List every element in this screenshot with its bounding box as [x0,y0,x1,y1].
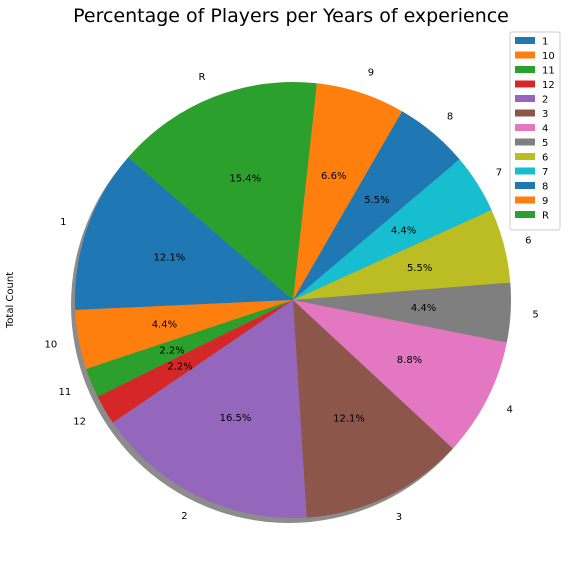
pie-slice-7 [293,159,492,300]
pie-slice-11 [86,300,294,397]
legend-swatch-8 [515,182,535,189]
legend-swatch-3 [515,109,535,117]
legend-label-R: R [542,211,549,222]
legend-label-4: 4 [542,124,548,135]
legend-swatch-11 [515,66,535,73]
pie-slice-3 [293,300,453,518]
slice-label-12: 12 [73,417,86,428]
pie-category-labels: 1 10 11 12 2 3 4 5 6 7 8 9 R [45,68,539,524]
pct-label-2: 16.5% [220,413,252,424]
pct-label-6: 5.5% [407,263,432,274]
pie-slice-2 [112,300,307,518]
legend-label-9: 9 [542,196,548,207]
slice-label-9: 9 [368,68,374,79]
legend-label-6: 6 [542,153,548,164]
pie-percent-labels: 12.1% 4.4% 2.2% 2.2% 16.5% 12.1% 8.8% 4.4% 5.5% 4… [152,171,437,424]
slice-label-3: 3 [396,512,402,523]
legend-swatch-7 [515,167,535,175]
pie-slice-4 [293,300,507,449]
pct-label-3: 12.1% [333,414,365,425]
legend-label-3: 3 [542,109,548,120]
pie-slice-12 [97,300,293,423]
slice-label-4: 4 [507,405,513,416]
legend-swatch-10 [515,51,535,59]
pie-slices [75,82,511,518]
pct-label-10: 4.4% [152,319,177,330]
slice-label-5: 5 [532,309,538,320]
legend-label-2: 2 [542,95,548,106]
legend-label-5: 5 [542,138,548,149]
legend-label-7: 7 [542,167,548,178]
pct-label-1: 12.1% [154,253,186,264]
pct-label-11: 2.2% [159,345,184,356]
legend-label-12: 12 [542,80,555,91]
legend-label-11: 11 [542,66,555,77]
legend-swatch-5 [515,138,535,146]
pct-label-12: 2.2% [167,362,192,373]
pie-slice-6 [293,210,511,300]
pie-slice-R [128,82,317,300]
slice-label-R: R [199,72,206,83]
slice-label-2: 2 [181,511,187,522]
chart-title: Percentage of Players per Years of exper… [73,5,509,27]
legend-label-1: 1 [542,37,548,48]
pct-label-9: 6.6% [321,171,346,182]
pie-slice-10 [75,300,294,369]
slice-label-8: 8 [447,112,453,123]
pct-label-R: 15.4% [229,174,261,185]
legend-label-10: 10 [542,51,555,62]
pct-label-7: 4.4% [391,226,416,237]
pct-label-4: 8.8% [397,355,422,366]
legend-swatch-6 [515,153,535,160]
pct-label-8: 5.5% [364,195,389,206]
y-axis-label: Total Count [5,272,16,329]
pie-slice-9 [293,83,403,301]
slice-label-1: 1 [60,217,66,228]
legend-swatch-9 [515,196,535,204]
slice-label-6: 6 [525,236,531,247]
legend-label-8: 8 [542,182,548,193]
legend-swatch-R [515,211,535,218]
slice-label-7: 7 [496,167,502,178]
legend-swatch-2 [515,95,535,102]
legend-swatch-4 [515,124,535,131]
pie-slice-8 [293,111,460,301]
legend-swatch-12 [515,80,535,88]
legend: 1 10 11 12 2 3 4 5 6 7 8 9 R [509,31,561,231]
legend-swatch-1 [515,37,535,44]
slice-label-11: 11 [59,387,72,398]
pie-slice-1 [75,157,293,310]
pct-label-5: 4.4% [411,303,436,314]
slice-label-10: 10 [45,339,58,350]
pie-slice-5 [293,282,511,343]
